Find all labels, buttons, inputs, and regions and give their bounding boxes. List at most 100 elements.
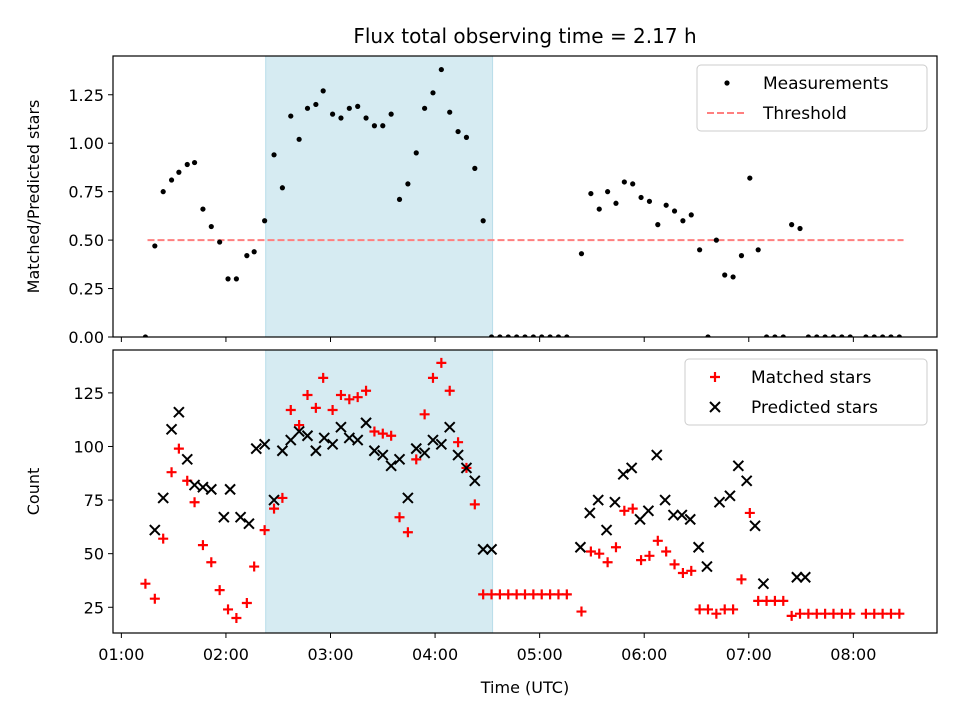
matched-star-point — [661, 546, 672, 557]
predicted-star-point — [667, 509, 680, 521]
bottom-panel-counts: 25 50 75 100 125 01:00 02:00 03:00 04:00 05:00 06:… — [24, 349, 938, 697]
measurement-point — [896, 334, 902, 337]
measurement-point — [225, 276, 231, 282]
matched-star-point — [149, 593, 160, 604]
matched-star-point — [845, 608, 856, 619]
y-tick-label: 1.00 — [68, 134, 104, 153]
measurement-point — [514, 334, 520, 337]
matched-star-point — [520, 589, 530, 600]
predicted-star-point — [197, 481, 209, 493]
matched-star-point — [877, 608, 888, 619]
predicted-star-point — [485, 543, 498, 556]
y-tick-label: 0.75 — [68, 183, 104, 202]
predicted-star-point — [609, 496, 621, 508]
measurement-point — [329, 111, 336, 117]
matched-star-point — [545, 589, 556, 600]
measurement-point — [596, 206, 602, 212]
measurement-point — [438, 66, 444, 73]
matched-star-point — [511, 589, 522, 600]
predicted-star-point — [393, 453, 406, 466]
matched-star-point — [214, 585, 225, 596]
matched-star-point — [719, 604, 730, 615]
matched-star-point — [686, 565, 697, 576]
axes-frame — [112, 55, 938, 338]
series-predicted-stars — [149, 406, 811, 590]
matched-star-point — [761, 595, 772, 606]
measurement-point — [320, 88, 326, 94]
x-axis-label: Time (UTC) — [480, 678, 569, 697]
matched-star-point — [677, 567, 688, 578]
matched-star-point — [644, 550, 655, 561]
legend-label: Predicted stars — [751, 398, 878, 418]
matched-star-point — [453, 437, 464, 448]
measurement-point — [430, 90, 436, 96]
measurement-point — [233, 276, 239, 282]
predicted-star-point — [427, 434, 439, 446]
predicted-star-point — [651, 449, 663, 461]
measurement-point — [663, 202, 669, 208]
measurement-point — [588, 190, 594, 197]
measurement-point — [447, 109, 453, 115]
x-tick-label: 05:00 — [517, 645, 563, 664]
matched-star-point — [361, 385, 372, 396]
predicted-star-point — [285, 434, 297, 446]
matched-star-point — [694, 604, 705, 615]
measurement-point — [142, 334, 149, 337]
legend: Measurements Threshold — [696, 64, 928, 132]
legend-label: Threshold — [762, 104, 847, 124]
measurement-point — [671, 208, 678, 214]
predicted-star-point — [335, 421, 347, 433]
matched-star-point — [736, 574, 747, 585]
matched-star-point — [310, 402, 321, 413]
matched-star-point — [469, 499, 480, 510]
predicted-star-point — [799, 571, 811, 583]
matched-star-point — [585, 546, 596, 557]
predicted-star-point — [757, 577, 770, 590]
matched-star-point — [166, 467, 177, 478]
matched-star-point — [494, 589, 505, 600]
matched-star-point — [249, 561, 260, 572]
predicted-star-point — [250, 442, 262, 455]
measurement-point — [755, 247, 761, 253]
y-tick-label: 1.25 — [68, 86, 104, 105]
measurement-point — [605, 189, 611, 195]
matched-star-point — [553, 589, 564, 600]
matched-star-point — [419, 409, 430, 420]
predicted-star-point — [377, 449, 389, 461]
matched-star-point — [436, 357, 447, 368]
measurement-point — [217, 239, 223, 245]
measurement-point — [288, 113, 294, 119]
predicted-star-point — [301, 430, 314, 442]
matched-star-point — [377, 428, 388, 439]
measurement-point — [547, 334, 553, 337]
predicted-star-point — [224, 483, 236, 496]
measurement-point — [688, 212, 694, 218]
x-tick-label: 04:00 — [412, 645, 458, 664]
predicted-star-point — [584, 507, 596, 519]
measurement-point — [847, 334, 853, 337]
predicted-star-point — [165, 423, 178, 436]
measurement-point — [613, 200, 619, 206]
predicted-star-point — [469, 475, 481, 487]
matched-star-point — [803, 608, 814, 619]
y-tick-label: 50 — [84, 545, 104, 564]
measurement-point — [497, 334, 503, 337]
predicted-star-point — [634, 513, 646, 526]
legend: Matched stars Predicted stars — [684, 358, 928, 426]
x-tick-label: 01:00 — [98, 645, 144, 664]
measurement-point — [313, 101, 319, 108]
predicted-star-point — [258, 438, 271, 451]
measurement-point — [564, 334, 570, 337]
matched-star-point — [702, 604, 713, 615]
measurement-point — [888, 334, 894, 337]
predicted-star-point — [724, 490, 736, 502]
measurement-point — [680, 218, 686, 224]
measurement-point — [638, 194, 644, 201]
measurement-point — [522, 334, 528, 337]
matched-star-point — [269, 503, 280, 514]
predicted-star-point — [435, 438, 448, 451]
matched-star-point — [486, 589, 497, 600]
matched-star-point — [828, 608, 839, 619]
predicted-star-point — [268, 494, 280, 506]
matched-star-point — [619, 505, 630, 516]
